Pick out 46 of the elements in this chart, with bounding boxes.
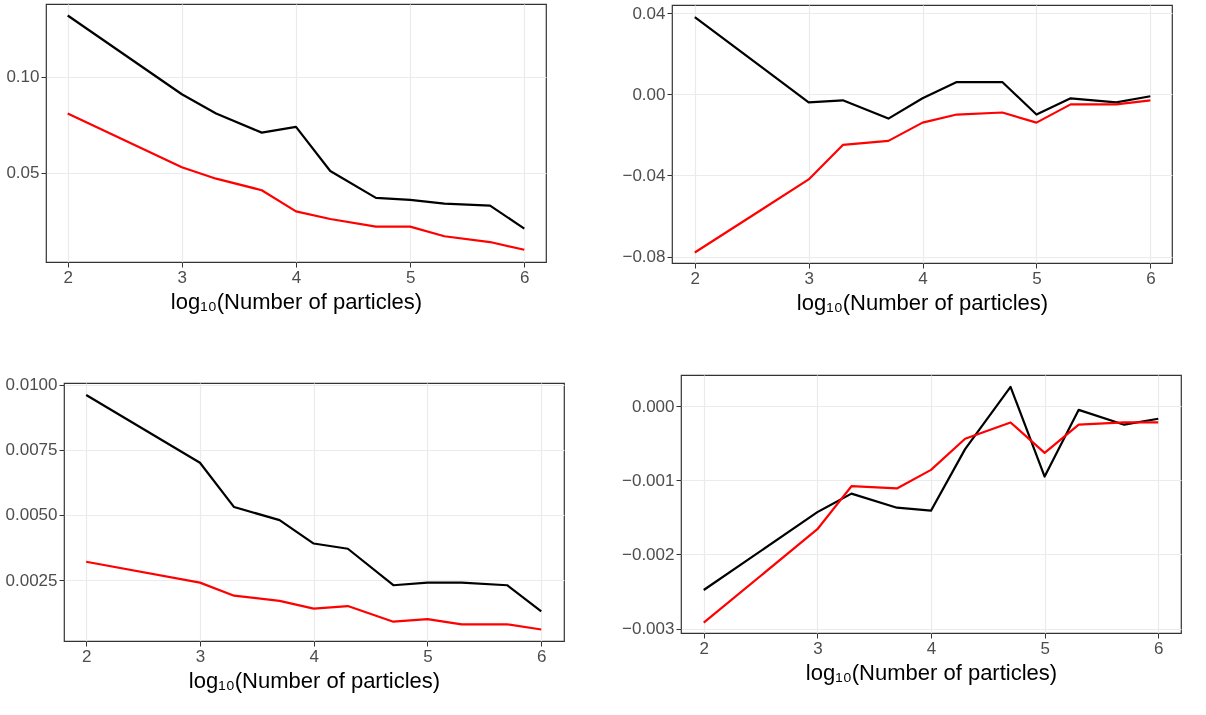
x-tick-label: 2 [699,638,709,658]
line-series [693,99,1152,254]
x-tick-label: 3 [813,638,823,658]
x-tick-label: 2 [81,646,92,666]
y-tick-label: −0.001 [622,470,675,490]
line-series [66,14,526,230]
y-tick-label: 0.10 [6,67,40,87]
line-series [85,560,543,631]
x-tick-label: 6 [1146,268,1156,288]
line-series [702,385,1160,592]
y-tick-label: 0.000 [631,396,675,416]
x-tick-label: 5 [1032,268,1042,288]
y-tick-label: 0.04 [632,3,666,23]
x-tick-label: 6 [537,646,547,666]
y-tick-label: −0.002 [622,544,675,564]
y-tick-label: −0.08 [622,247,666,267]
x-tick-label: 2 [63,267,73,287]
x-tick-label: 5 [405,267,416,287]
x-axis-title: log₁₀(Number of particles) [170,288,423,314]
x-tick-label: 3 [195,646,206,666]
x-tick-label: 6 [520,267,530,287]
y-tick-label: −0.003 [622,619,675,639]
x-tick-label: 5 [1040,638,1050,658]
x-tick-label: 2 [690,268,701,288]
x-tick-label: 3 [804,268,814,288]
x-tick-label: 3 [177,267,188,287]
y-tick-label: 0.0100 [5,375,58,395]
y-tick-label: −0.04 [622,165,666,185]
line-series [85,393,543,613]
y-tick-label: 0.0075 [5,440,58,460]
x-axis-title: log₁₀(Number of particles) [805,659,1058,685]
x-axis-title: log₁₀(Number of particles) [796,289,1049,315]
line-series [66,112,526,251]
x-tick-label: 4 [291,267,302,287]
x-tick-label: 5 [423,646,433,666]
x-axis-title: log₁₀(Number of particles) [188,667,441,693]
y-tick-label: 0.0050 [5,505,58,525]
y-tick-label: 0.00 [632,84,666,104]
line-series [702,421,1160,624]
x-tick-label: 4 [926,638,937,658]
x-tick-label: 4 [918,268,928,288]
y-tick-label: 0.0025 [5,570,58,590]
x-tick-label: 6 [1154,638,1164,658]
y-tick-label: 0.05 [6,163,40,183]
x-tick-label: 4 [309,646,319,666]
line-series [693,16,1152,120]
